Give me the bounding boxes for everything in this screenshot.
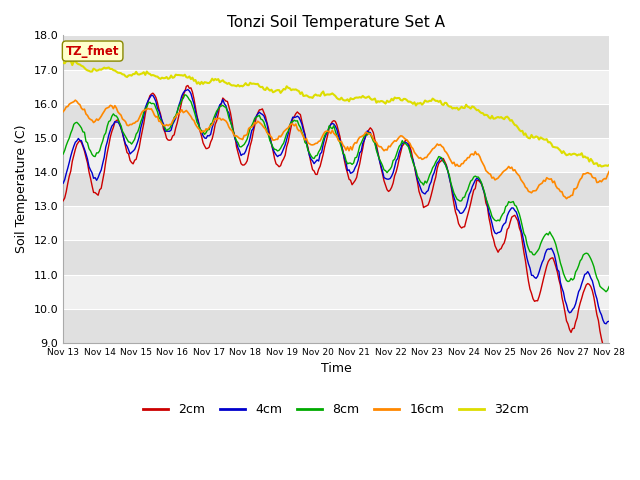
Bar <box>63 275 609 309</box>
Bar <box>63 70 609 104</box>
X-axis label: Time: Time <box>321 362 351 375</box>
Bar <box>63 138 609 172</box>
Legend: 2cm, 4cm, 8cm, 16cm, 32cm: 2cm, 4cm, 8cm, 16cm, 32cm <box>138 398 534 421</box>
Bar <box>63 240 609 275</box>
Y-axis label: Soil Temperature (C): Soil Temperature (C) <box>15 125 28 253</box>
Bar <box>63 206 609 240</box>
Title: Tonzi Soil Temperature Set A: Tonzi Soil Temperature Set A <box>227 15 445 30</box>
Bar <box>63 309 609 343</box>
Bar <box>63 104 609 138</box>
Bar <box>63 36 609 70</box>
Text: TZ_fmet: TZ_fmet <box>66 45 120 58</box>
Bar <box>63 172 609 206</box>
